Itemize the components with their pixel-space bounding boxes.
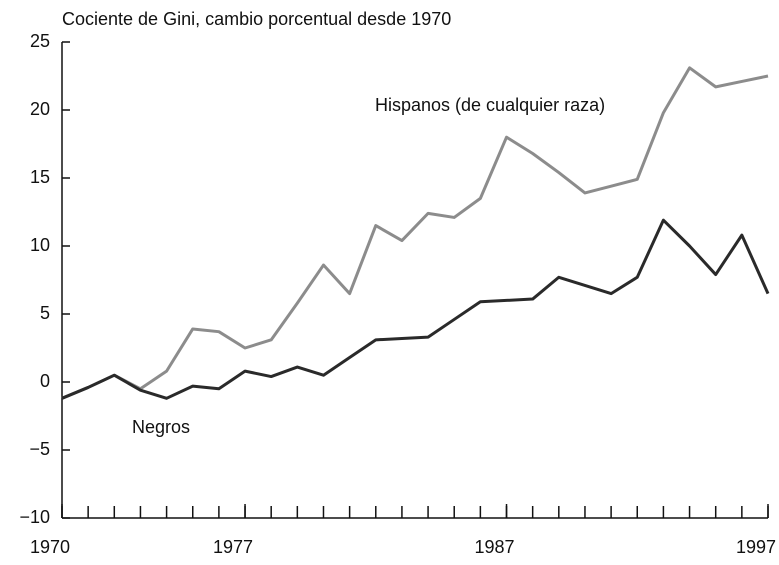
- x-tick-label: 1970: [30, 537, 70, 557]
- y-tick-label: 10: [30, 235, 50, 255]
- series-label: Negros: [132, 417, 190, 437]
- y-tick-label: −10: [19, 507, 50, 527]
- y-tick-label: 15: [30, 167, 50, 187]
- x-tick-label: 1997: [736, 537, 776, 557]
- x-tick-label: 1987: [474, 537, 514, 557]
- chart-title: Cociente de Gini, cambio porcentual desd…: [62, 9, 451, 29]
- series-label: Hispanos (de cualquier raza): [375, 95, 605, 115]
- series-line: [61, 66, 769, 400]
- x-tick-label: 1977: [213, 537, 253, 557]
- y-tick-label: 0: [40, 371, 50, 391]
- y-tick-label: 5: [40, 303, 50, 323]
- series-line: [61, 218, 770, 400]
- y-tick-label: 20: [30, 99, 50, 119]
- y-tick-label: 25: [30, 31, 50, 51]
- y-tick-label: −5: [29, 439, 50, 459]
